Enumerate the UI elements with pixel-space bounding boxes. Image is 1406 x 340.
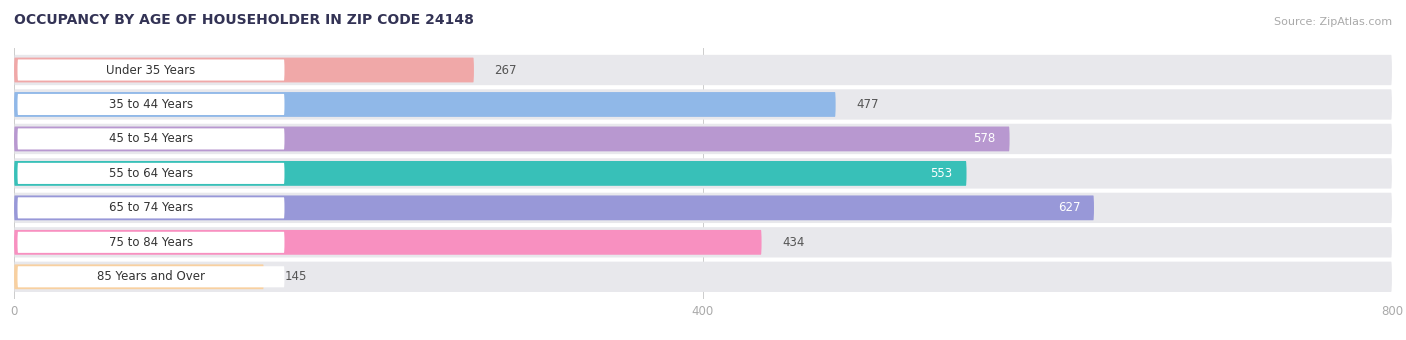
Text: 85 Years and Over: 85 Years and Over — [97, 270, 205, 283]
Text: Source: ZipAtlas.com: Source: ZipAtlas.com — [1274, 17, 1392, 28]
FancyBboxPatch shape — [14, 124, 1392, 154]
Text: OCCUPANCY BY AGE OF HOUSEHOLDER IN ZIP CODE 24148: OCCUPANCY BY AGE OF HOUSEHOLDER IN ZIP C… — [14, 14, 474, 28]
FancyBboxPatch shape — [14, 193, 1392, 223]
Text: 553: 553 — [931, 167, 953, 180]
Text: 55 to 64 Years: 55 to 64 Years — [108, 167, 193, 180]
FancyBboxPatch shape — [14, 158, 1392, 189]
Text: 45 to 54 Years: 45 to 54 Years — [108, 133, 193, 146]
FancyBboxPatch shape — [14, 230, 762, 255]
FancyBboxPatch shape — [14, 89, 1392, 120]
Text: 65 to 74 Years: 65 to 74 Years — [108, 201, 193, 214]
FancyBboxPatch shape — [14, 262, 1392, 292]
FancyBboxPatch shape — [14, 195, 1094, 220]
FancyBboxPatch shape — [17, 232, 284, 253]
FancyBboxPatch shape — [17, 197, 284, 218]
FancyBboxPatch shape — [14, 227, 1392, 257]
FancyBboxPatch shape — [14, 55, 1392, 85]
Text: 145: 145 — [284, 270, 307, 283]
Text: 477: 477 — [856, 98, 879, 111]
Text: Under 35 Years: Under 35 Years — [107, 64, 195, 76]
Text: 578: 578 — [973, 133, 995, 146]
FancyBboxPatch shape — [17, 129, 284, 150]
FancyBboxPatch shape — [17, 94, 284, 115]
Text: 75 to 84 Years: 75 to 84 Years — [108, 236, 193, 249]
FancyBboxPatch shape — [17, 163, 284, 184]
FancyBboxPatch shape — [17, 59, 284, 81]
FancyBboxPatch shape — [17, 266, 284, 287]
Text: 434: 434 — [782, 236, 804, 249]
Text: 267: 267 — [495, 64, 517, 76]
FancyBboxPatch shape — [14, 57, 474, 82]
FancyBboxPatch shape — [14, 92, 835, 117]
FancyBboxPatch shape — [14, 161, 966, 186]
FancyBboxPatch shape — [14, 126, 1010, 151]
Text: 627: 627 — [1057, 201, 1080, 214]
FancyBboxPatch shape — [14, 265, 264, 289]
Text: 35 to 44 Years: 35 to 44 Years — [108, 98, 193, 111]
